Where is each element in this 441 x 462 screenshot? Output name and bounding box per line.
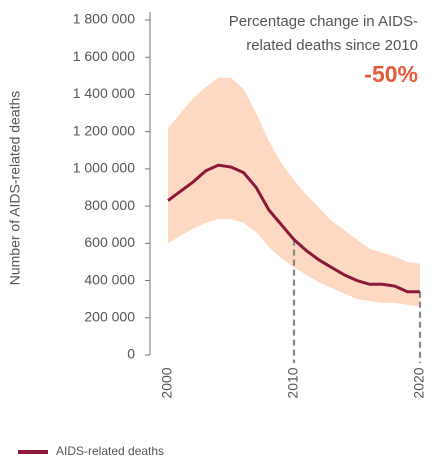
y-tick-label: 1 400 000 — [73, 85, 135, 101]
y-tick-label: 1 200 000 — [73, 122, 135, 138]
x-tick-label: 2000 — [159, 367, 175, 398]
x-tick-label: 2020 — [411, 367, 427, 398]
y-tick-label: 0 — [127, 346, 135, 362]
confidence-band — [168, 77, 420, 307]
annotation: Percentage change in AIDS-related deaths… — [229, 13, 418, 54]
y-tick-label: 1 800 000 — [73, 11, 135, 27]
y-axis-label: Number of AIDS-related deaths — [7, 91, 23, 286]
y-tick-label: 1 000 000 — [73, 160, 135, 176]
y-tick-label: 1 600 000 — [73, 48, 135, 64]
y-tick-label: 400 000 — [84, 271, 135, 287]
annotation-line: related deaths since 2010 — [246, 37, 418, 54]
y-tick-label: 800 000 — [84, 197, 135, 213]
y-tick-label: 200 000 — [84, 308, 135, 324]
annotation-value: -50% — [364, 61, 418, 87]
annotation-line: Percentage change in AIDS- — [229, 13, 418, 30]
legend-label: AIDS-related deaths — [56, 444, 164, 458]
series-line — [167, 163, 420, 294]
y-tick-label: 600 000 — [84, 234, 135, 250]
x-tick-label: 2010 — [285, 367, 301, 398]
